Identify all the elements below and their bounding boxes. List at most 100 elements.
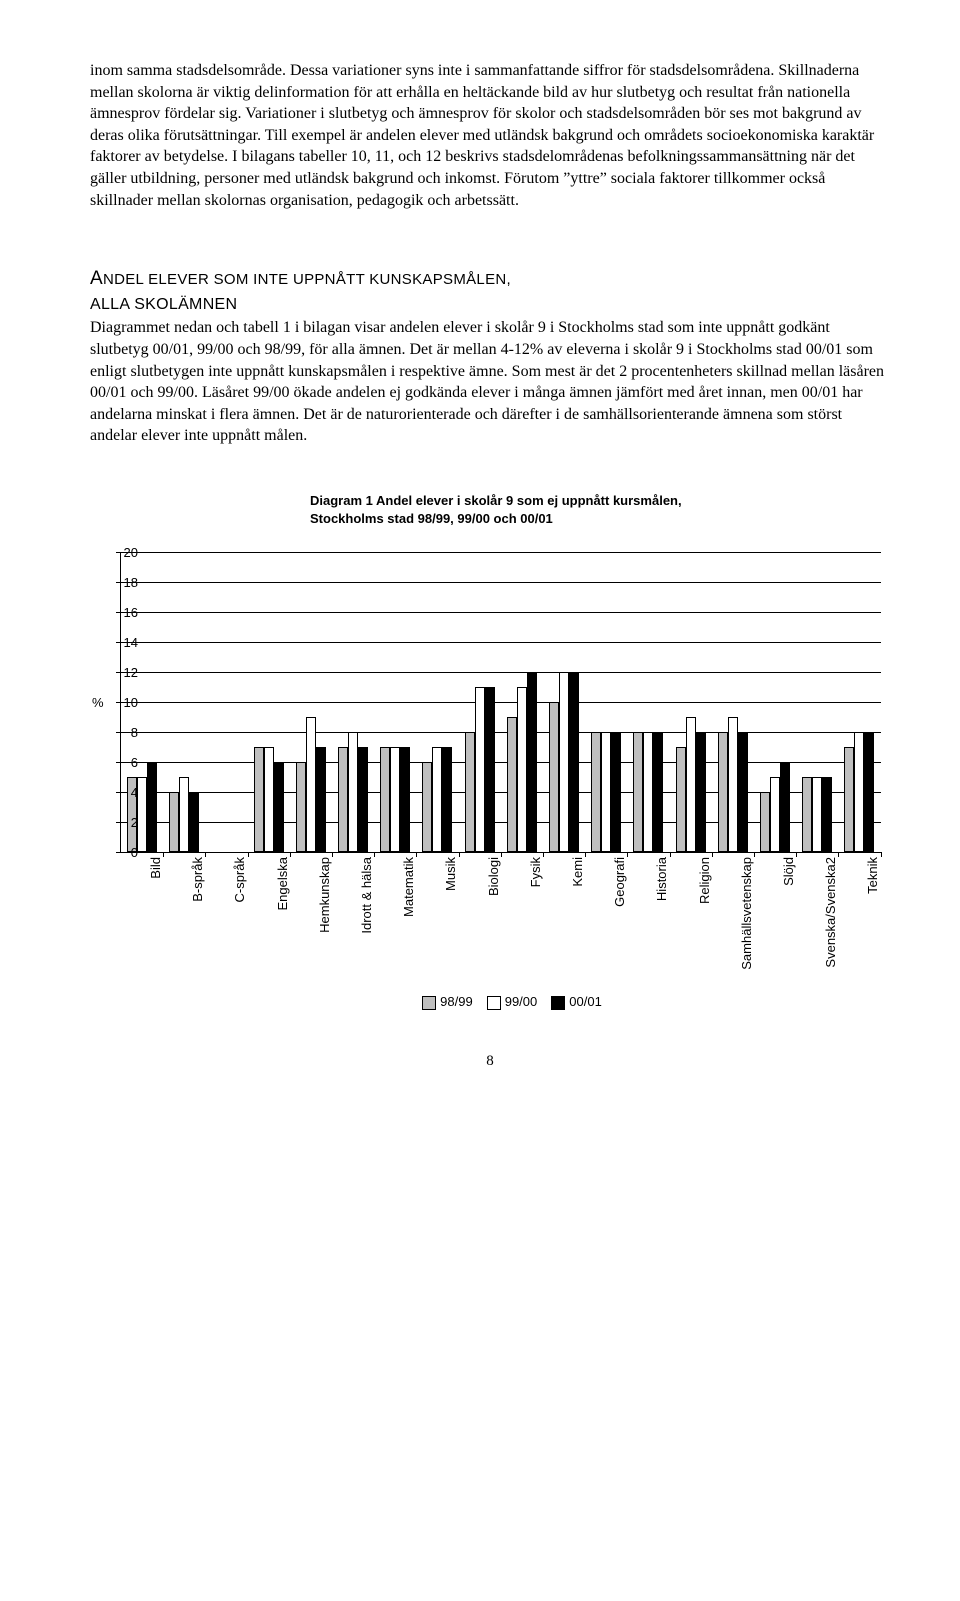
chart-bar <box>559 672 569 852</box>
chart-bar <box>137 777 147 852</box>
chart-bar <box>306 717 316 852</box>
chart-bar <box>358 747 368 852</box>
y-tick-label: 2 <box>114 814 138 832</box>
chart-bar <box>348 732 358 852</box>
x-axis-label: Biologi <box>485 857 503 977</box>
body-paragraph: Diagrammet nedan och tabell 1 i bilagan … <box>90 317 890 447</box>
chart-bar <box>390 747 400 852</box>
chart-bar <box>380 747 390 852</box>
chart-title-l1: Diagram 1 Andel elever i skolår 9 som ej… <box>310 493 682 508</box>
legend-label: 99/00 <box>505 994 538 1009</box>
legend-swatch <box>422 996 436 1010</box>
y-tick-label: 14 <box>114 634 138 652</box>
intro-paragraph: inom samma stadsdelsområde. Dessa variat… <box>90 60 890 211</box>
chart-legend: 98/99 99/00 00/01 <box>90 993 890 1011</box>
chart-plot-area <box>120 552 881 853</box>
chart-bar <box>274 762 284 852</box>
heading-rest: NDEL ELEVER SOM INTE UPPNÅTT KUNSKAPSMÅL… <box>103 271 511 288</box>
chart-bar <box>591 732 601 852</box>
x-axis-label: Fysik <box>527 857 545 977</box>
chart-bar <box>844 747 854 852</box>
chart-bar <box>316 747 326 852</box>
chart-bar <box>780 762 790 852</box>
y-tick-label: 0 <box>114 844 138 862</box>
chart-bar <box>643 732 653 852</box>
chart-bar <box>264 747 274 852</box>
section-heading: ANDEL ELEVER SOM INTE UPPNÅTT KUNSKAPSMÅ… <box>90 266 890 292</box>
y-tick-label: 18 <box>114 574 138 592</box>
chart-bar <box>854 732 864 852</box>
heading-firstcap: A <box>90 268 103 289</box>
chart-bar <box>760 792 770 852</box>
x-axis-label: Religion <box>696 857 714 977</box>
chart-bar <box>864 732 874 852</box>
chart-x-labels: Bild B-språk C-språk Engelska Hemkunskap Idro… <box>120 853 880 983</box>
chart-bar <box>718 732 728 852</box>
x-axis-label: Historia <box>653 857 671 977</box>
chart-bar <box>549 702 559 852</box>
chart-bar <box>296 762 306 852</box>
x-axis-label: B-språk <box>189 857 207 977</box>
chart-bar <box>676 747 686 852</box>
x-axis-label: Matematik <box>400 857 418 977</box>
chart-bar <box>738 732 748 852</box>
chart-bar <box>822 777 832 852</box>
chart-bar <box>696 732 706 852</box>
chart-bar <box>527 672 537 852</box>
gridline <box>121 762 881 763</box>
y-tick-label: 10 <box>114 694 138 712</box>
chart-bar <box>179 777 189 852</box>
chart-bar <box>147 762 157 852</box>
legend-label: 98/99 <box>440 994 473 1009</box>
chart-bar <box>169 792 179 852</box>
x-axis-label: Idrott & hälsa <box>358 857 376 977</box>
chart-bar <box>338 747 348 852</box>
legend-label: 00/01 <box>569 994 602 1009</box>
chart-bar <box>569 672 579 852</box>
chart-bar <box>507 717 517 852</box>
gridline <box>121 582 881 583</box>
chart-title-l2: Stockholms stad 98/99, 99/00 och 00/01 <box>310 511 553 526</box>
chart-bar <box>770 777 780 852</box>
y-axis-label: % <box>92 694 104 712</box>
gridline <box>121 672 881 673</box>
gridline <box>121 552 881 553</box>
gridline <box>121 732 881 733</box>
chart-bar <box>653 732 663 852</box>
chart-bar <box>728 717 738 852</box>
chart-bar <box>442 747 452 852</box>
x-axis-label: Slöjd <box>780 857 798 977</box>
x-axis-label: C-språk <box>231 857 249 977</box>
chart-bar <box>189 792 199 852</box>
chart-bar <box>432 747 442 852</box>
chart-bar <box>475 687 485 852</box>
y-tick-label: 16 <box>114 604 138 622</box>
gridline <box>121 642 881 643</box>
x-axis-label: Engelska <box>274 857 292 977</box>
chart-bar <box>400 747 410 852</box>
x-axis-label: Samhällsvetenskap <box>738 857 756 977</box>
x-axis-label: Hemkunskap <box>316 857 334 977</box>
legend-swatch <box>551 996 565 1010</box>
chart-title: Diagram 1 Andel elever i skolår 9 som ej… <box>90 492 890 527</box>
x-axis-label: Teknik <box>864 857 882 977</box>
y-tick-label: 20 <box>114 544 138 562</box>
gridline <box>121 702 881 703</box>
chart-bar <box>422 762 432 852</box>
chart-bar <box>611 732 621 852</box>
chart-bar <box>802 777 812 852</box>
x-axis-label: Svenska/Svenska2 <box>822 857 840 977</box>
chart-bar <box>601 732 611 852</box>
page-number: 8 <box>90 1051 890 1071</box>
chart-bar <box>686 717 696 852</box>
chart-bar <box>485 687 495 852</box>
x-axis-label: Geografi <box>611 857 629 977</box>
x-axis-label: Bild <box>147 857 165 977</box>
gridline <box>121 612 881 613</box>
chart-bar <box>465 732 475 852</box>
y-tick-label: 8 <box>114 724 138 742</box>
chart-bar <box>812 777 822 852</box>
y-tick-label: 4 <box>114 784 138 802</box>
x-axis-label: Musik <box>442 857 460 977</box>
chart: Bild B-språk C-språk Engelska Hemkunskap Idro… <box>120 552 890 983</box>
